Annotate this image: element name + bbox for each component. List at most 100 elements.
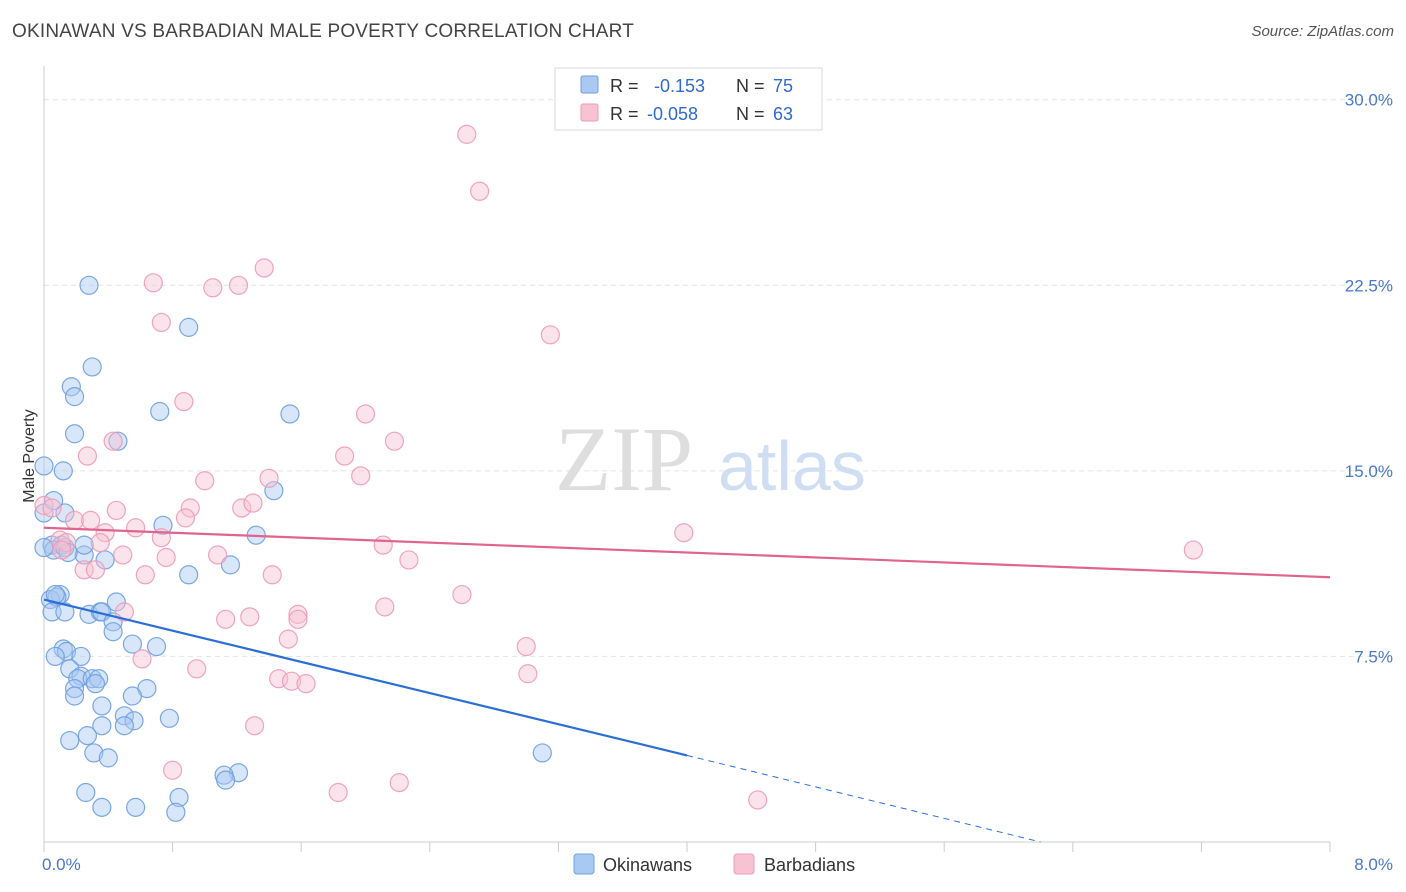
barbadian-point-37 bbox=[156, 547, 176, 568]
barbadian-point-44 bbox=[452, 584, 472, 605]
barbadian-point-13 bbox=[335, 446, 355, 466]
barbadian-point-18 bbox=[42, 498, 62, 518]
okinawan-point-54 bbox=[124, 711, 144, 731]
okinawan-point-1 bbox=[82, 357, 102, 377]
barbadian-point-39 bbox=[1183, 540, 1203, 560]
okinawan-point-36 bbox=[122, 634, 143, 654]
barbadian-point-52 bbox=[516, 636, 536, 657]
tick-labels: 7.5% 15.0% 22.5% 30.0% 0.0% 8.0% bbox=[42, 91, 1393, 874]
okinawan-point-3 bbox=[64, 387, 85, 407]
okinawan-point-35 bbox=[103, 622, 123, 642]
axes bbox=[43, 66, 1331, 852]
barbadian-point-55 bbox=[518, 664, 538, 684]
trend-lines bbox=[43, 526, 1331, 843]
barbadian-point-63 bbox=[748, 790, 768, 810]
barbadian-point-8 bbox=[174, 391, 194, 412]
okinawan-point-40 bbox=[45, 646, 65, 667]
barbadian-point-49 bbox=[240, 607, 260, 627]
okinawan-point-38 bbox=[53, 639, 73, 659]
barbadian-point-36 bbox=[208, 545, 228, 565]
barbadian-point-53 bbox=[132, 649, 152, 669]
okinawan-point-65 bbox=[216, 770, 236, 790]
okinawan-point-19 bbox=[74, 545, 94, 565]
barbadian-point-7 bbox=[540, 325, 560, 345]
okinawan-trend-line bbox=[43, 598, 688, 757]
legend-n-label-barbadians: N = bbox=[736, 104, 765, 124]
x-tick-label-max: 8.0% bbox=[1354, 855, 1393, 874]
barbadian-point-4 bbox=[203, 278, 223, 298]
legend-swatch-barbadians bbox=[580, 103, 599, 122]
okinawan-point-53 bbox=[114, 706, 134, 726]
y-tick-label-1: 15.0% bbox=[1345, 462, 1393, 481]
barbadian-point-48 bbox=[216, 609, 236, 629]
okinawan-point-0 bbox=[79, 275, 99, 295]
y-tick-label-3: 30.0% bbox=[1345, 91, 1393, 110]
barbadian-point-54 bbox=[187, 659, 207, 679]
okinawan-point-11 bbox=[264, 481, 284, 501]
okinawan-point-58 bbox=[77, 726, 98, 746]
barbadian-point-11 bbox=[103, 431, 123, 451]
okinawan-point-69 bbox=[126, 797, 146, 817]
legend-r-value-okinawans: -0.153 bbox=[654, 76, 705, 96]
barbadian-point-14 bbox=[195, 471, 215, 491]
okinawan-point-67 bbox=[169, 787, 189, 808]
barbadian-point-10 bbox=[384, 431, 405, 451]
barbadian-point-17 bbox=[34, 495, 54, 516]
okinawan-point-68 bbox=[92, 797, 112, 817]
barbadian-point-58 bbox=[296, 674, 316, 694]
legend-n-value-barbadians: 63 bbox=[773, 104, 793, 124]
okinawan-point-71 bbox=[44, 490, 64, 511]
top-legend-box bbox=[554, 67, 823, 131]
barbadian-point-38 bbox=[399, 550, 419, 570]
watermark-zip: ZIP bbox=[555, 408, 693, 510]
barbadian-point-50 bbox=[288, 609, 308, 629]
barbadian-point-41 bbox=[85, 560, 106, 580]
legend-r-value-barbadians: -0.058 bbox=[647, 104, 698, 124]
okinawan-point-74 bbox=[45, 584, 65, 605]
okinawan-point-7 bbox=[64, 424, 85, 444]
top-legend: R = -0.153 N = 75 R = -0.058 N = 63 bbox=[554, 67, 823, 131]
barbadian-point-57 bbox=[281, 671, 302, 691]
okinawan-point-6 bbox=[280, 404, 300, 424]
legend-r-label-okinawans: R = bbox=[610, 76, 639, 96]
okinawan-point-8 bbox=[108, 431, 128, 451]
okinawan-point-48 bbox=[64, 678, 85, 699]
barbadian-point-26 bbox=[126, 518, 146, 538]
okinawan-point-55 bbox=[159, 708, 179, 728]
okinawan-point-42 bbox=[60, 659, 80, 679]
barbadian-point-42 bbox=[135, 565, 155, 585]
barbadian-point-40 bbox=[74, 560, 94, 580]
barbadian-point-32 bbox=[373, 535, 393, 555]
barbadian-points bbox=[34, 124, 1203, 810]
barbadian-point-6 bbox=[151, 312, 171, 333]
okinawan-point-28 bbox=[106, 592, 126, 612]
legend-swatch-okinawans bbox=[580, 75, 599, 94]
barbadian-point-61 bbox=[328, 782, 348, 803]
barbadian-point-46 bbox=[114, 602, 134, 622]
okinawan-point-62 bbox=[532, 743, 552, 763]
legend-n-value-okinawans: 75 bbox=[773, 76, 793, 96]
legend-r-label-barbadians: R = bbox=[610, 104, 639, 124]
okinawan-point-72 bbox=[74, 535, 94, 555]
okinawan-point-70 bbox=[166, 802, 186, 822]
bottom-legend-swatch-barbadians bbox=[733, 853, 755, 875]
barbadian-point-20 bbox=[232, 498, 252, 518]
barbadian-point-1 bbox=[470, 181, 490, 201]
okinawan-point-59 bbox=[60, 730, 80, 751]
barbadian-point-33 bbox=[90, 533, 110, 553]
barbadian-point-12 bbox=[77, 446, 98, 466]
okinawan-point-51 bbox=[64, 686, 85, 706]
barbadian-point-27 bbox=[95, 523, 115, 543]
okinawan-point-52 bbox=[92, 696, 112, 716]
barbadian-point-15 bbox=[259, 468, 279, 488]
barbadian-point-62 bbox=[389, 773, 409, 793]
barbadian-point-21 bbox=[243, 493, 263, 513]
okinawan-point-20 bbox=[95, 550, 115, 570]
chart-title: OKINAWAN VS BARBADIAN MALE POVERTY CORRE… bbox=[12, 21, 635, 42]
okinawan-point-30 bbox=[55, 602, 75, 622]
legend-n-label-okinawans: N = bbox=[736, 76, 765, 96]
bottom-legend-swatch-okinawans bbox=[573, 853, 595, 875]
okinawan-points bbox=[34, 275, 552, 822]
chart-source: Source: ZipAtlas.com bbox=[1251, 23, 1394, 40]
